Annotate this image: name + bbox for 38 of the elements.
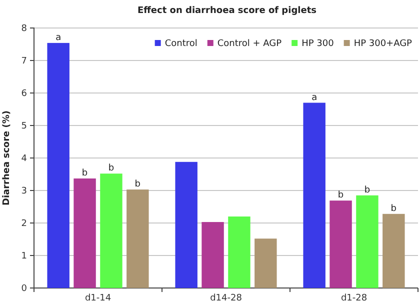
y-tick-label: 0: [21, 284, 28, 294]
y-tick-label: 1: [21, 251, 27, 262]
bar: [202, 222, 224, 288]
y-tick-label: 7: [21, 56, 27, 66]
legend-label: HP 300+AGP: [354, 39, 413, 49]
y-tick-label: 3: [21, 186, 27, 196]
data-label: b: [390, 204, 397, 214]
bar: [74, 178, 96, 288]
bar: [47, 42, 70, 288]
bar: [254, 238, 277, 288]
y-axis-title: Diarrhea score (%): [2, 110, 12, 206]
y-tick-label: 8: [21, 24, 28, 34]
data-label: b: [82, 168, 88, 178]
legend-label: HP 300: [302, 39, 334, 49]
bar: [228, 216, 250, 288]
y-tick-label: 6: [21, 88, 28, 99]
bar: [175, 162, 198, 288]
legend-label: Control: [164, 39, 198, 49]
chart-title: Effect on diarrhoea score of piglets: [137, 6, 317, 16]
data-label: b: [364, 185, 370, 196]
data-label: a: [56, 32, 62, 43]
x-tick-label: d1-14: [84, 293, 112, 304]
data-label: a: [312, 92, 318, 103]
data-label: b: [108, 164, 114, 174]
x-tick-label: d14-28: [210, 293, 242, 304]
bar: [356, 195, 378, 288]
bar: [330, 200, 352, 288]
bar: [100, 174, 122, 288]
y-tick-label: 2: [21, 218, 27, 229]
legend-label: Control + AGP: [217, 39, 282, 49]
y-tick-label: 4: [21, 154, 28, 164]
bar: [303, 102, 326, 288]
y-tick-label: 5: [21, 121, 27, 132]
data-label: b: [338, 190, 344, 201]
x-tick-label: d1-28: [340, 293, 368, 304]
bar: [126, 190, 149, 288]
data-label: b: [134, 180, 141, 190]
bar: [382, 214, 405, 288]
